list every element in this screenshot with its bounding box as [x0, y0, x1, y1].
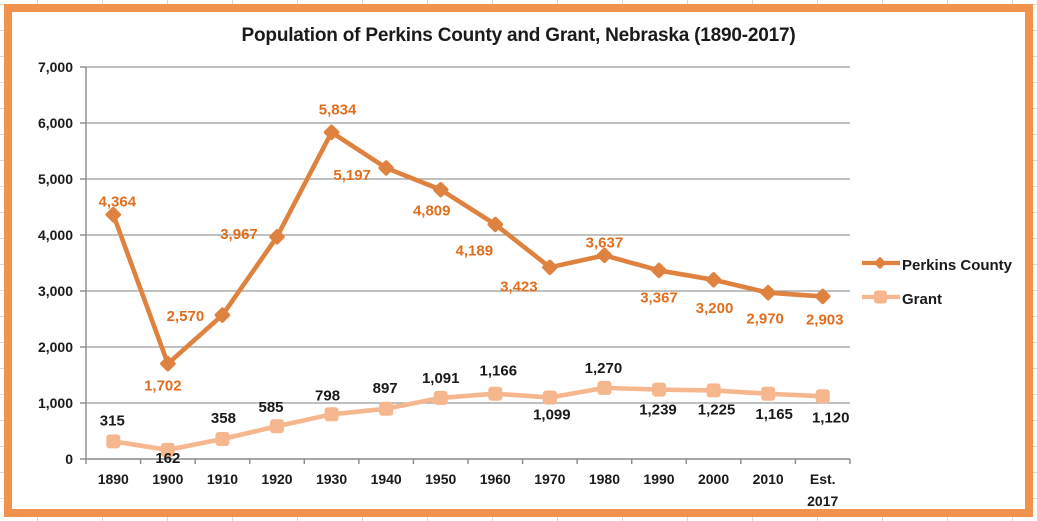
y-tick-label: 3,000 — [38, 283, 73, 299]
x-tick-label: 2010 — [753, 471, 784, 487]
diamond-marker-icon — [760, 284, 776, 301]
chart-frame[interactable]: Population of Perkins County and Grant, … — [4, 4, 1033, 517]
square-marker-icon — [324, 407, 339, 422]
square-marker-icon — [706, 383, 721, 398]
y-tick-label: 7,000 — [38, 59, 73, 75]
data-label-grant: 315 — [100, 412, 125, 429]
diamond-marker-icon — [269, 229, 285, 245]
diamond-marker-icon — [487, 216, 504, 233]
data-label-perkins-county: 3,200 — [696, 300, 734, 317]
data-label-perkins-county: 4,189 — [456, 242, 494, 259]
y-tick-label: 5,000 — [38, 171, 73, 187]
diamond-marker-icon — [160, 355, 176, 372]
x-tick-label: 1900 — [152, 471, 183, 487]
data-label-perkins-county: 2,970 — [746, 311, 784, 328]
plot-area: 0 1,000 2,000 3,000 4,000 5,000 6,000 7,000 1890… — [38, 59, 851, 509]
x-tick-label: 1910 — [207, 471, 238, 487]
data-label-grant: 1,091 — [422, 370, 460, 387]
data-label-grant: 585 — [258, 399, 283, 416]
legend-label-grant: Grant — [902, 290, 943, 308]
data-label-perkins-county: 3,423 — [500, 278, 538, 295]
square-marker-icon — [433, 390, 448, 405]
data-label-grant: 162 — [155, 450, 180, 467]
data-label-perkins-county: 5,197 — [333, 167, 371, 184]
legend: Perkins County Grant — [862, 255, 1012, 323]
square-marker-icon — [379, 401, 394, 416]
series-line-grant — [110, 385, 826, 453]
data-label-grant: 1,270 — [585, 360, 623, 377]
diamond-marker-icon — [323, 124, 340, 141]
diamond-marker-icon — [596, 247, 613, 264]
square-marker-icon — [761, 386, 776, 401]
square-marker-icon — [488, 386, 503, 401]
grant-line-square-icon — [862, 288, 900, 311]
y-tick-label: 2,000 — [38, 339, 73, 355]
x-tick-label: Est. 2017 — [807, 471, 838, 509]
data-label-grant: 358 — [211, 410, 236, 427]
data-label-grant: 1,225 — [698, 401, 736, 418]
diamond-marker-icon — [705, 272, 722, 288]
square-marker-icon — [597, 380, 612, 395]
diamond-marker-icon — [105, 206, 122, 223]
legend-item-perkins-county[interactable]: Perkins County — [862, 255, 1012, 275]
diamond-marker-icon — [651, 262, 667, 279]
x-tick-label: 1990 — [643, 471, 674, 487]
data-label-perkins-county: 5,834 — [319, 101, 357, 118]
y-tick-label: 6,000 — [38, 115, 73, 131]
data-label-grant: 1,165 — [755, 406, 793, 423]
data-label-grant: 1,099 — [533, 406, 571, 423]
x-tick-label: 1950 — [425, 471, 456, 487]
square-marker-icon — [215, 431, 230, 446]
y-tick-label: 0 — [65, 451, 73, 467]
y-tick-label: 4,000 — [38, 227, 73, 243]
square-marker-icon — [270, 419, 284, 434]
series-line-perkins-county — [110, 129, 826, 366]
diamond-marker-icon — [542, 259, 558, 276]
legend-label-perkins-county: Perkins County — [902, 256, 1013, 274]
data-label-perkins-county: 4,809 — [413, 203, 451, 220]
x-tick-label: 1890 — [98, 471, 129, 487]
data-label-perkins-county: 4,364 — [99, 194, 137, 211]
data-label-perkins-county: 3,967 — [220, 226, 258, 243]
data-label-perkins-county: 3,367 — [640, 289, 678, 306]
perkins-county-line-diamond-icon — [862, 254, 900, 277]
data-label-perkins-county: 3,637 — [586, 234, 624, 251]
x-tick-label: 1930 — [316, 471, 347, 487]
data-label-grant: 1,166 — [480, 363, 518, 380]
x-tick-label: 1920 — [261, 471, 292, 487]
data-label-grant: 798 — [315, 387, 340, 404]
data-label-grant: 897 — [373, 380, 398, 397]
square-marker-icon — [106, 434, 121, 449]
data-label-grant: 1,120 — [812, 409, 850, 426]
diamond-marker-icon — [214, 307, 231, 323]
square-marker-icon — [652, 382, 666, 397]
data-label-grant: 1,239 — [639, 402, 677, 419]
y-tick-label: 1,000 — [38, 395, 73, 411]
data-label-perkins-county: 2,903 — [806, 311, 844, 328]
chart-title: Population of Perkins County and Grant, … — [241, 25, 796, 46]
diamond-marker-icon — [378, 160, 394, 176]
square-marker-icon — [160, 442, 175, 457]
x-tick-label: 1970 — [534, 471, 565, 487]
x-tick-label: 1940 — [371, 471, 402, 487]
legend-item-grant[interactable]: Grant — [862, 289, 1012, 309]
x-tick-label: 2000 — [698, 471, 729, 487]
diamond-marker-icon — [432, 181, 449, 198]
square-marker-icon — [542, 390, 557, 405]
x-tick-label: 1960 — [480, 471, 511, 487]
data-label-perkins-county: 2,570 — [167, 308, 205, 325]
square-marker-icon — [815, 389, 830, 404]
data-label-perkins-county: 1,702 — [144, 378, 182, 395]
x-tick-label: 1980 — [589, 471, 620, 487]
diamond-marker-icon — [814, 288, 831, 305]
